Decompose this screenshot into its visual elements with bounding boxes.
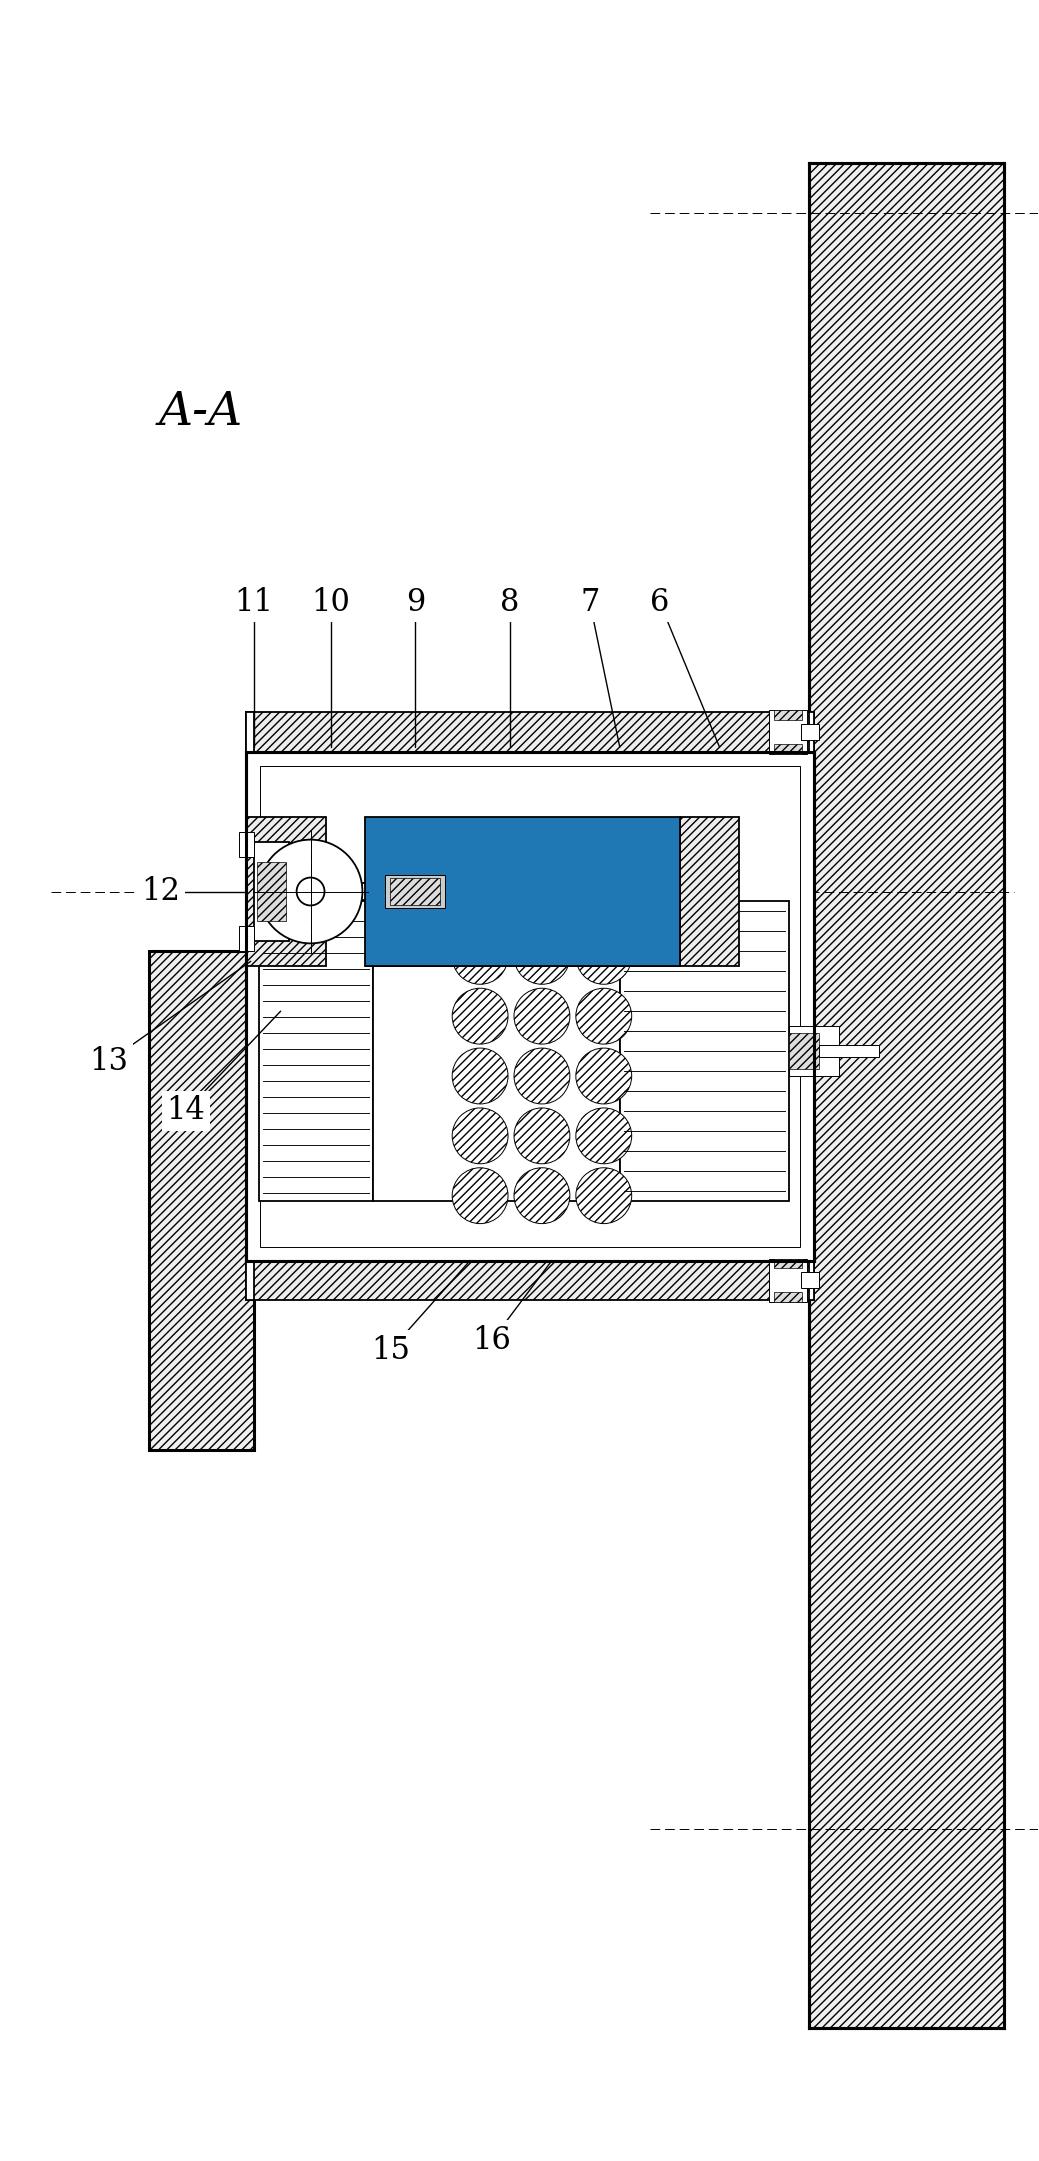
Bar <box>289 880 328 903</box>
Bar <box>366 817 680 882</box>
Ellipse shape <box>452 988 508 1044</box>
Bar <box>246 752 815 1260</box>
Bar <box>790 1026 840 1076</box>
Text: 8: 8 <box>501 588 520 618</box>
Text: A-A: A-A <box>159 391 243 434</box>
Ellipse shape <box>576 929 632 983</box>
Bar <box>790 1033 819 1070</box>
Bar <box>246 711 254 752</box>
Ellipse shape <box>576 1109 632 1165</box>
Bar <box>246 1260 254 1301</box>
Bar <box>774 743 802 754</box>
Ellipse shape <box>514 988 569 1044</box>
Bar <box>246 711 815 752</box>
Text: 15: 15 <box>371 1335 409 1366</box>
Bar <box>809 1260 815 1301</box>
Bar <box>801 724 819 739</box>
Bar <box>801 1273 819 1288</box>
Text: 10: 10 <box>311 588 350 618</box>
Bar <box>809 711 815 752</box>
Bar <box>246 1260 815 1301</box>
Text: 14: 14 <box>166 1096 206 1126</box>
Text: 6: 6 <box>650 588 669 618</box>
Bar <box>619 901 790 1202</box>
Ellipse shape <box>452 1109 508 1165</box>
Ellipse shape <box>514 1109 569 1165</box>
Bar <box>391 877 441 905</box>
Bar <box>809 164 1004 2029</box>
Bar <box>366 901 680 966</box>
Ellipse shape <box>576 1048 632 1104</box>
Ellipse shape <box>452 1167 508 1223</box>
Bar <box>149 951 254 1450</box>
Text: 12: 12 <box>141 875 181 908</box>
Bar <box>680 817 740 966</box>
Bar <box>774 711 802 720</box>
Bar <box>774 1292 802 1303</box>
Bar <box>373 901 619 1202</box>
Bar <box>385 875 445 908</box>
Text: 16: 16 <box>473 1325 511 1355</box>
Ellipse shape <box>514 1048 569 1104</box>
Text: 7: 7 <box>580 588 600 618</box>
Ellipse shape <box>452 1048 508 1104</box>
Bar <box>366 817 680 966</box>
Text: 9: 9 <box>405 588 425 618</box>
Bar <box>239 927 254 951</box>
Bar <box>246 817 325 966</box>
Ellipse shape <box>576 988 632 1044</box>
Bar <box>769 1258 807 1303</box>
Bar <box>257 862 286 921</box>
Circle shape <box>296 877 324 905</box>
Bar <box>769 711 807 754</box>
Ellipse shape <box>514 929 569 983</box>
Bar <box>254 841 289 942</box>
Ellipse shape <box>576 1167 632 1223</box>
Bar <box>774 1258 802 1269</box>
Ellipse shape <box>452 929 508 983</box>
Bar <box>259 901 373 1202</box>
Ellipse shape <box>514 1167 569 1223</box>
Bar <box>260 765 800 1247</box>
Bar <box>819 1046 879 1057</box>
Text: 13: 13 <box>89 1046 129 1076</box>
Bar <box>239 832 254 856</box>
Text: 11: 11 <box>234 588 273 618</box>
Circle shape <box>259 841 363 944</box>
